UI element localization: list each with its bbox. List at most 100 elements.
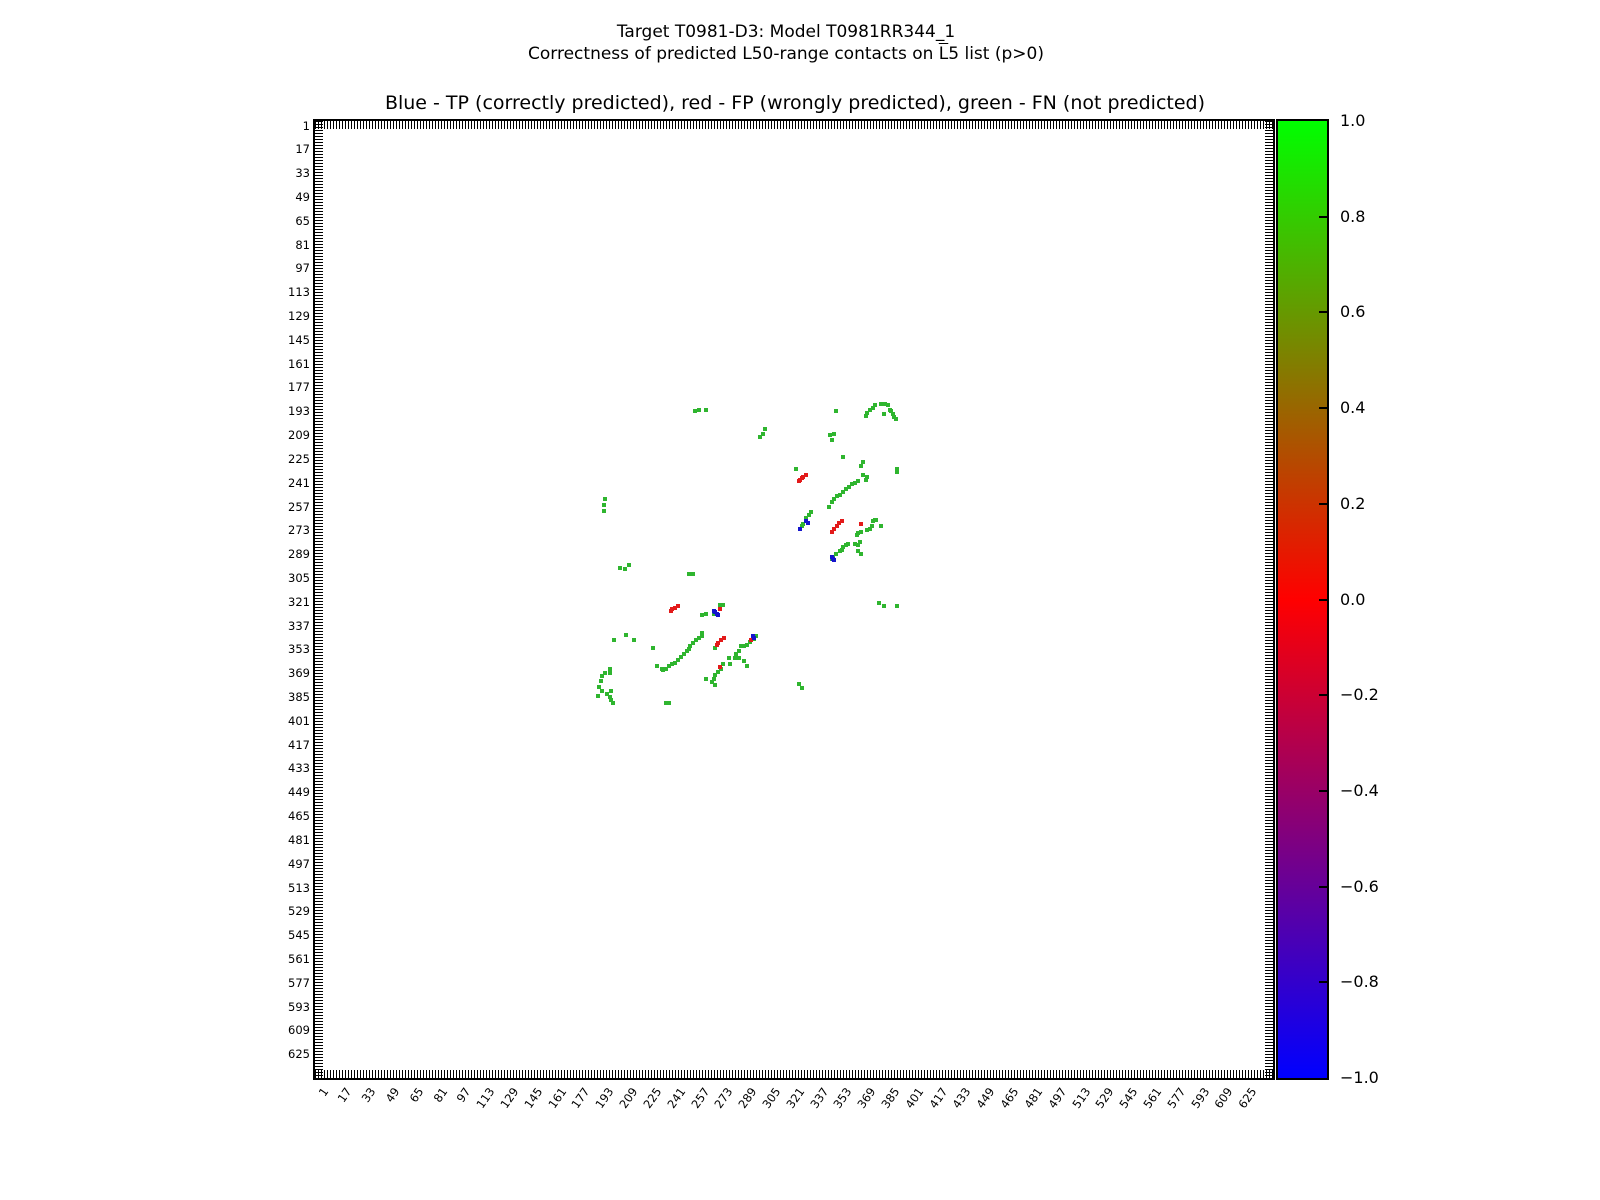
scatter-point-fp	[832, 526, 837, 531]
scatter-point-fn	[829, 437, 834, 442]
scatter-point-fn	[826, 504, 831, 509]
axes-title: Blue - TP (correctly predicted), red - F…	[384, 92, 1206, 114]
scatter-point-fn	[631, 638, 636, 643]
colorbar-tick-label: −0.4	[1340, 780, 1379, 800]
scatter-point-fn	[744, 642, 749, 647]
scatter-point-tp	[716, 613, 721, 618]
x-tick-label: 193	[592, 1085, 617, 1112]
scatter-point-fn	[607, 671, 612, 676]
scatter-point-fn	[808, 510, 813, 515]
scatter-point-fn	[832, 497, 837, 501]
y-tick-label: 305	[288, 570, 310, 585]
scatter-point-fn	[868, 526, 873, 531]
y-tick-label: 209	[288, 428, 310, 442]
scatter-point-tp	[752, 635, 757, 640]
scatter-point-fp	[719, 638, 724, 643]
scatter-point-tp	[832, 558, 837, 563]
colorbar-tick-label: 0.4	[1340, 398, 1366, 418]
y-tick-label: 257	[288, 499, 310, 514]
y-tick-label: 609	[288, 1023, 310, 1038]
plot-area	[313, 119, 1275, 1080]
y-tick-label: 465	[288, 809, 310, 824]
scatter-point-fn	[796, 681, 801, 686]
scatter-point-fn	[704, 407, 709, 412]
y-tick-label: 593	[288, 999, 310, 1014]
figure-suptitle-line2: Correctness of predicted L50-range conta…	[528, 44, 1044, 64]
y-tick-label: 193	[288, 404, 310, 419]
scatter-point-fn	[841, 544, 846, 549]
scatter-point-fn	[877, 601, 882, 606]
scatter-point-fn	[716, 669, 721, 674]
y-tick-label: 225	[288, 451, 310, 466]
scatter-point-fn	[673, 660, 678, 665]
scatter-point-fn	[871, 406, 876, 411]
scatter-point-fn	[859, 464, 864, 469]
x-tick-label: 625	[1235, 1085, 1260, 1112]
scatter-point-fn	[738, 644, 743, 649]
scatter-point-fn	[679, 654, 684, 659]
y-tick-label: 33	[295, 166, 310, 181]
scatter-point-fn	[704, 677, 709, 682]
y-tick-label: 561	[288, 951, 310, 966]
scatter-point-fn	[700, 631, 704, 635]
y-tick-label: 113	[288, 285, 310, 300]
colorbar-tick	[1319, 407, 1327, 410]
y-tick-label: 65	[295, 213, 310, 228]
scatter-point-fn	[832, 431, 837, 436]
y-tick-label: 449	[288, 785, 310, 800]
x-tick-label: 209	[616, 1085, 641, 1112]
colorbar-tick-label: 0.2	[1340, 493, 1366, 513]
scatter-point-fn	[664, 666, 669, 671]
scatter-point-fn	[688, 644, 693, 649]
scatter-point-fn	[720, 662, 725, 667]
x-tick-label: 289	[735, 1085, 760, 1112]
scatter-point-fn	[595, 693, 600, 698]
scatter-point-fn	[868, 407, 873, 412]
colorbar-tick-label: 0.6	[1340, 302, 1366, 322]
scatter-point-fn	[744, 663, 749, 668]
scatter-point-fp	[673, 605, 678, 610]
scatter-point-fn	[833, 552, 838, 557]
scatter-point-fn	[603, 497, 608, 501]
colorbar-tick-label: −1.0	[1340, 1068, 1379, 1087]
scatter-point-fn	[841, 489, 846, 494]
y-tick-label: 161	[288, 356, 310, 371]
scatter-point-fn	[664, 700, 669, 705]
scatter-point-fn	[711, 677, 716, 682]
scatter-point-fn	[601, 503, 606, 507]
colorbar-tick	[1319, 502, 1327, 505]
y-tick-label: 321	[288, 594, 310, 609]
scatter-point-fp	[717, 607, 722, 612]
axis-minor-ticks-right	[1265, 121, 1273, 1078]
scatter-point-fn	[704, 611, 709, 616]
scatter-point-fn	[841, 455, 846, 460]
x-tick-label: 449	[973, 1085, 998, 1112]
scatter-point-fn	[838, 492, 843, 497]
scatter-point-fn	[844, 486, 849, 491]
x-tick-label: 33	[358, 1085, 379, 1106]
scatter-point-fn	[761, 431, 765, 436]
y-tick-label: 369	[288, 666, 310, 681]
scatter-point-fn	[793, 467, 798, 472]
y-tick-label: 273	[288, 523, 310, 538]
scatter-point-fn	[833, 409, 838, 414]
scatter-point-fn	[845, 541, 850, 546]
scatter-point-fn	[883, 401, 887, 406]
scatter-point-fn	[691, 571, 695, 576]
colorbar-tick	[1319, 215, 1327, 218]
scatter-point-fn	[618, 565, 623, 570]
y-tick-label: 417	[288, 737, 310, 752]
scatter-point-fn	[850, 482, 855, 487]
scatter-point-fn	[854, 532, 859, 537]
scatter-point-fn	[713, 672, 718, 677]
y-tick-label: 545	[288, 928, 310, 943]
scatter-point-fn	[682, 651, 687, 656]
scatter-point-fn	[737, 648, 742, 653]
scatter-point-fn	[720, 602, 725, 607]
y-tick-label: 513	[288, 880, 310, 895]
y-tick-label: 81	[295, 237, 310, 252]
x-tick-label: 113	[473, 1085, 498, 1112]
scatter-point-fn	[697, 407, 701, 412]
y-tick-label: 177	[288, 380, 310, 395]
